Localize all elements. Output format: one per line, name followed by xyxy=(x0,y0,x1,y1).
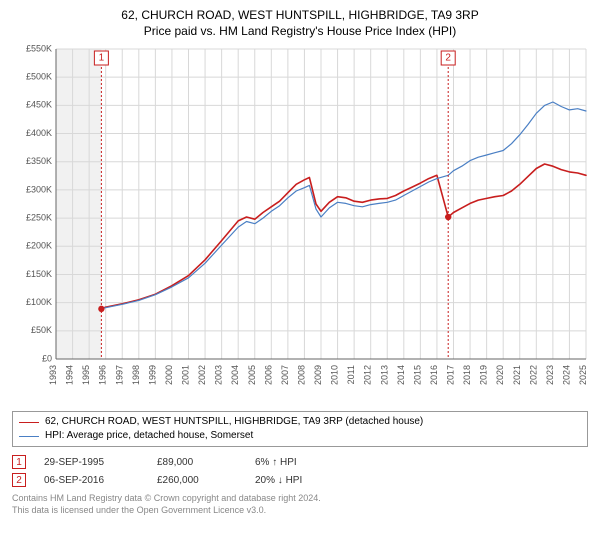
footer-line: Contains HM Land Registry data © Crown c… xyxy=(12,493,588,505)
event-marker-icon: 1 xyxy=(12,455,26,469)
attribution-footer: Contains HM Land Registry data © Crown c… xyxy=(12,493,588,516)
chart-svg: £0 £50K £100K £150K £200K £250K £300K £350K £400… xyxy=(12,45,588,405)
svg-text:£350K: £350K xyxy=(26,156,52,166)
svg-text:1: 1 xyxy=(99,53,105,64)
svg-text:2022: 2022 xyxy=(528,365,538,385)
svg-text:2014: 2014 xyxy=(396,365,406,385)
event-marker-icon: 2 xyxy=(12,473,26,487)
svg-text:£450K: £450K xyxy=(26,100,52,110)
svg-text:2012: 2012 xyxy=(363,365,373,385)
svg-text:2005: 2005 xyxy=(247,365,257,385)
svg-text:£400K: £400K xyxy=(26,128,52,138)
svg-text:2000: 2000 xyxy=(164,365,174,385)
svg-text:£100K: £100K xyxy=(26,297,52,307)
svg-text:2013: 2013 xyxy=(379,365,389,385)
legend-swatch xyxy=(19,436,39,437)
svg-text:2007: 2007 xyxy=(280,365,290,385)
svg-text:1998: 1998 xyxy=(131,365,141,385)
svg-text:2021: 2021 xyxy=(512,365,522,385)
svg-text:£0: £0 xyxy=(42,354,52,364)
svg-text:£50K: £50K xyxy=(31,325,52,335)
legend-box: 62, CHURCH ROAD, WEST HUNTSPILL, HIGHBRI… xyxy=(12,411,588,447)
legend-label: HPI: Average price, detached house, Some… xyxy=(45,429,253,443)
svg-text:2006: 2006 xyxy=(263,365,273,385)
svg-text:1995: 1995 xyxy=(81,365,91,385)
chart-subtitle: Price paid vs. HM Land Registry's House … xyxy=(12,24,588,40)
svg-text:£500K: £500K xyxy=(26,72,52,82)
event-price: £89,000 xyxy=(157,457,237,468)
svg-text:2016: 2016 xyxy=(429,365,439,385)
svg-text:2025: 2025 xyxy=(578,365,588,385)
svg-text:£300K: £300K xyxy=(26,184,52,194)
line-chart: £0 £50K £100K £150K £200K £250K £300K £350K £400… xyxy=(12,45,588,405)
svg-text:2008: 2008 xyxy=(296,365,306,385)
svg-text:2023: 2023 xyxy=(545,365,555,385)
svg-text:1999: 1999 xyxy=(147,365,157,385)
svg-text:£250K: £250K xyxy=(26,213,52,223)
svg-text:2020: 2020 xyxy=(495,365,505,385)
svg-text:2018: 2018 xyxy=(462,365,472,385)
event-row: 2 06-SEP-2016 £260,000 20% ↓ HPI xyxy=(12,473,588,487)
svg-text:2010: 2010 xyxy=(330,365,340,385)
svg-text:2002: 2002 xyxy=(197,365,207,385)
svg-text:£200K: £200K xyxy=(26,241,52,251)
svg-text:2: 2 xyxy=(445,53,451,64)
svg-text:2009: 2009 xyxy=(313,365,323,385)
svg-text:£550K: £550K xyxy=(26,45,52,53)
footer-line: This data is licensed under the Open Gov… xyxy=(12,505,588,517)
svg-text:2015: 2015 xyxy=(412,365,422,385)
svg-text:2003: 2003 xyxy=(214,365,224,385)
events-table: 1 29-SEP-1995 £89,000 6% ↑ HPI 2 06-SEP-2016 £… xyxy=(12,455,588,487)
svg-text:2024: 2024 xyxy=(561,365,571,385)
svg-text:2017: 2017 xyxy=(446,365,456,385)
event-hpi: 20% ↓ HPI xyxy=(255,475,302,486)
legend-item: 62, CHURCH ROAD, WEST HUNTSPILL, HIGHBRI… xyxy=(19,415,581,429)
legend-label: 62, CHURCH ROAD, WEST HUNTSPILL, HIGHBRI… xyxy=(45,415,423,429)
legend-swatch xyxy=(19,422,39,423)
svg-text:1993: 1993 xyxy=(48,365,58,385)
event-price: £260,000 xyxy=(157,475,237,486)
event-date: 29-SEP-1995 xyxy=(44,457,139,468)
event-hpi: 6% ↑ HPI xyxy=(255,457,297,468)
svg-text:1994: 1994 xyxy=(65,365,75,385)
svg-text:1996: 1996 xyxy=(98,365,108,385)
svg-text:2004: 2004 xyxy=(230,365,240,385)
legend-item: HPI: Average price, detached house, Some… xyxy=(19,429,581,443)
svg-text:1997: 1997 xyxy=(114,365,124,385)
event-date: 06-SEP-2016 xyxy=(44,475,139,486)
chart-container: 62, CHURCH ROAD, WEST HUNTSPILL, HIGHBRI… xyxy=(0,0,600,560)
chart-title: 62, CHURCH ROAD, WEST HUNTSPILL, HIGHBRI… xyxy=(12,8,588,24)
svg-text:2001: 2001 xyxy=(181,365,191,385)
svg-text:£150K: £150K xyxy=(26,269,52,279)
svg-text:2011: 2011 xyxy=(346,365,356,384)
event-row: 1 29-SEP-1995 £89,000 6% ↑ HPI xyxy=(12,455,588,469)
svg-text:2019: 2019 xyxy=(479,365,489,385)
